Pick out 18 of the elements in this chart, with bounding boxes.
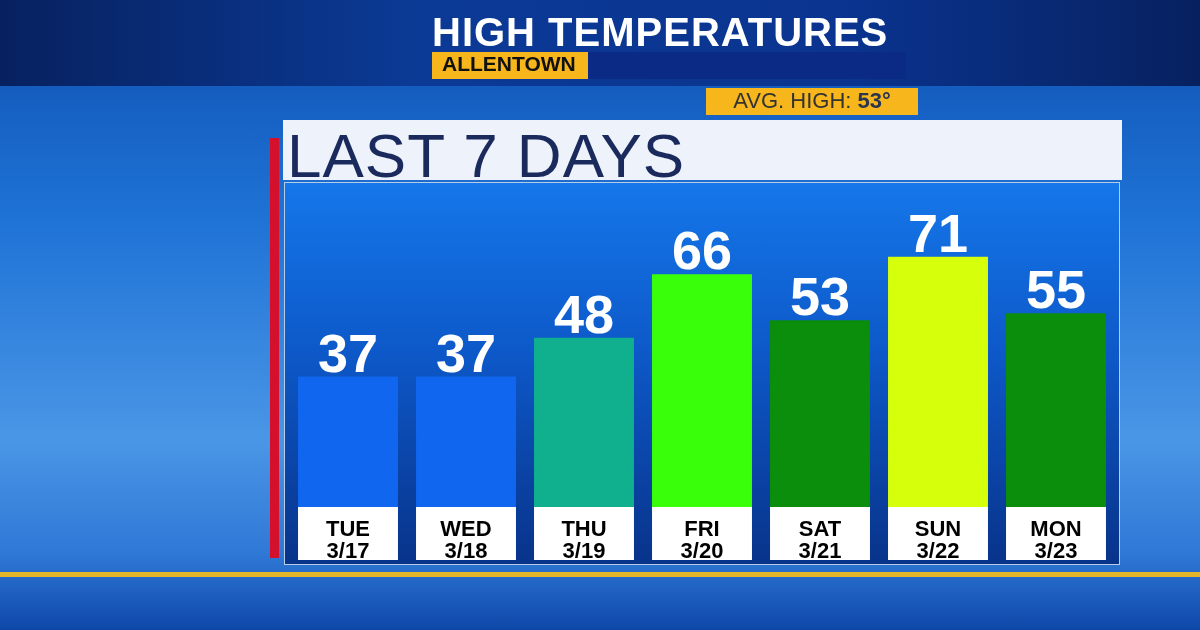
x-tick-label: WED 3/18 (440, 516, 492, 564)
data-label: 48 (553, 283, 615, 344)
data-label: 71 (907, 202, 969, 263)
x-tick-label: SUN 3/22 (914, 516, 962, 564)
x-tick-label: FRI 3/20 (680, 516, 724, 564)
data-label: 53 (789, 266, 851, 327)
data-label: 37 (317, 322, 379, 383)
text: AVG. HIGH: 53° (733, 88, 891, 113)
data-label: 66 (671, 220, 733, 281)
text: LAST 7 DAYS (287, 120, 686, 190)
x-tick-label: SAT 3/21 (798, 516, 842, 564)
x-tick-label: THU 3/19 (561, 516, 607, 564)
chart-title: HIGH TEMPERATURES (432, 10, 889, 55)
data-label: 37 (435, 322, 497, 383)
data-label: 55 (1025, 259, 1087, 320)
chart-subtitle: ALLENTOWN (432, 52, 588, 79)
x-tick-label: MON 3/23 (1030, 516, 1082, 564)
x-tick-label: TUE 3/17 (326, 516, 370, 564)
